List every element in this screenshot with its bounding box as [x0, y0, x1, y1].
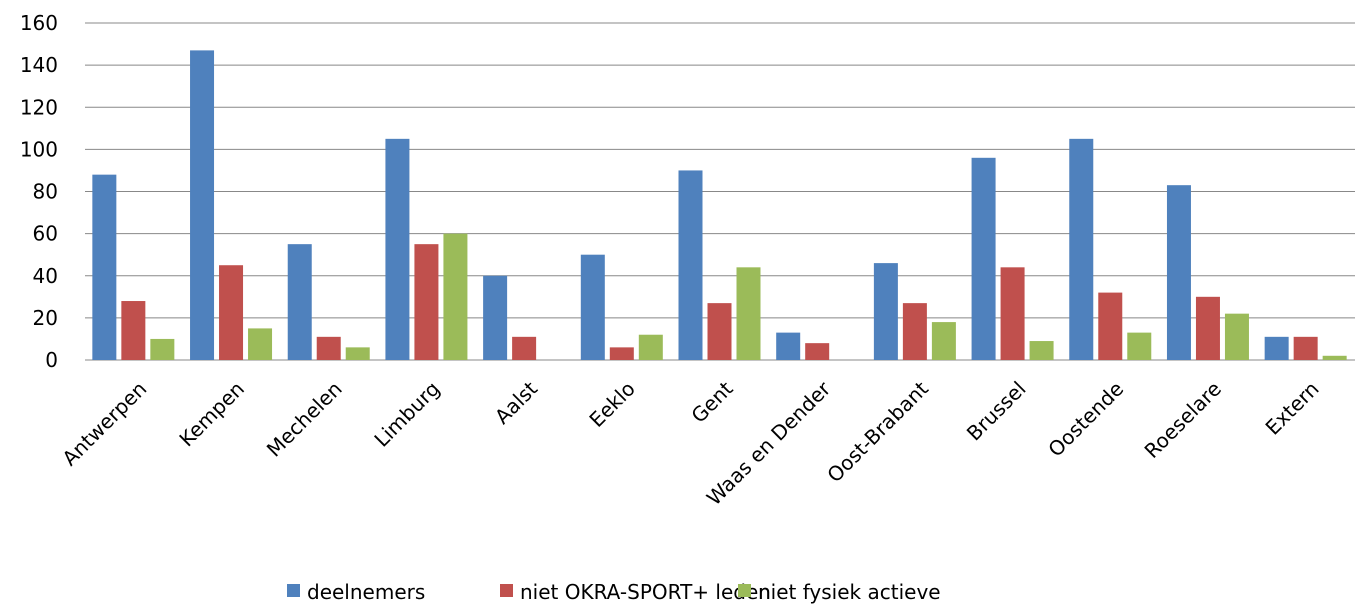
legend-label: deelnemers	[307, 580, 425, 604]
bar	[609, 347, 634, 360]
legend-swatch	[738, 584, 751, 597]
x-tick-label: Antwerpen	[58, 377, 152, 471]
bar	[638, 334, 663, 360]
legend-swatch	[287, 584, 300, 597]
bar	[873, 263, 898, 360]
bar	[776, 332, 801, 360]
bar	[902, 303, 927, 360]
y-tick-label: 160	[20, 11, 58, 35]
bar	[971, 157, 996, 360]
y-tick-label: 120	[20, 95, 58, 119]
bar	[931, 322, 956, 360]
legend-label: niet OKRA-SPORT+ leden	[520, 580, 771, 604]
bar	[1069, 138, 1094, 360]
bar	[1195, 296, 1220, 360]
bar	[1000, 267, 1025, 360]
x-tick-label: Gent	[686, 376, 737, 427]
y-tick-label: 60	[33, 222, 58, 246]
x-tick-label: Oostende	[1043, 377, 1128, 462]
y-tick-label: 0	[45, 348, 58, 372]
x-tick-label: Eeklo	[584, 377, 639, 432]
x-tick-label: Extern	[1261, 377, 1324, 440]
bar	[219, 265, 244, 360]
x-tick-label: Oost-Brabant	[822, 376, 933, 487]
x-tick-label: Aalst	[490, 376, 542, 428]
bar	[1264, 336, 1289, 360]
bar	[443, 233, 468, 360]
bar	[512, 336, 537, 360]
x-tick-label: Limburg	[369, 377, 444, 452]
x-tick-label: Mechelen	[262, 377, 347, 462]
bar	[1127, 332, 1152, 360]
bar	[805, 343, 830, 360]
bar	[580, 254, 605, 360]
bar	[1029, 341, 1054, 360]
bar	[345, 347, 370, 360]
bar	[121, 301, 146, 360]
bar	[414, 244, 439, 360]
bar	[1224, 313, 1249, 360]
bar	[1322, 355, 1347, 360]
bar	[1098, 292, 1123, 360]
y-tick-label: 140	[20, 53, 58, 77]
bar	[316, 336, 341, 360]
bar	[248, 328, 273, 360]
bar	[1166, 185, 1191, 360]
bar	[150, 338, 175, 360]
bar	[92, 174, 117, 360]
bar	[678, 170, 703, 360]
y-tick-label: 40	[33, 264, 58, 288]
bar	[385, 138, 410, 360]
y-tick-label: 100	[20, 137, 58, 161]
y-tick-label: 20	[33, 306, 58, 330]
legend-swatch	[500, 584, 513, 597]
bar	[736, 267, 761, 360]
bar	[1293, 336, 1318, 360]
x-tick-label: Brussel	[962, 377, 1031, 446]
bar	[707, 303, 732, 360]
bar	[287, 244, 312, 360]
legend-label: niet fysiek actieve	[758, 580, 941, 604]
bar	[483, 275, 508, 360]
x-tick-label: Roeselare	[1140, 377, 1226, 463]
x-tick-label: Kempen	[174, 377, 249, 452]
bar	[190, 50, 215, 360]
y-tick-label: 80	[33, 180, 58, 204]
